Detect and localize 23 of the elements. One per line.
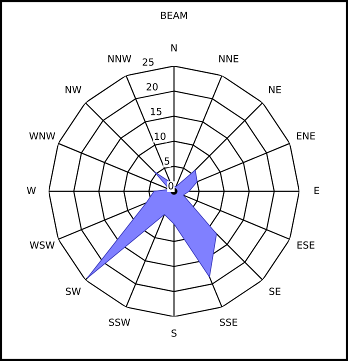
spoke-label: N (171, 44, 177, 52)
y-tick-label: 0 (168, 182, 174, 190)
spoke-label: S (172, 329, 177, 337)
spoke-label: NW (66, 86, 82, 94)
spoke-label: WSW (30, 241, 55, 249)
spoke-label: SE (269, 288, 280, 296)
y-tick-label: 25 (142, 58, 154, 66)
spoke-label: ESE (298, 241, 314, 249)
spoke-label: SSW (109, 318, 130, 326)
spoke-label: SSE (220, 318, 238, 326)
y-tick-label: 5 (164, 157, 170, 165)
spoke-label: W (26, 186, 36, 194)
y-tick-label: 10 (154, 132, 166, 140)
y-tick-label: 15 (150, 108, 162, 116)
spoke-label: NE (269, 86, 281, 94)
spoke-label: NNE (219, 55, 238, 62)
spoke-label: SW (66, 288, 81, 296)
spoke-label: NNW (108, 55, 132, 62)
y-tick-label: 20 (146, 83, 158, 90)
spoke-label: WNW (29, 132, 56, 140)
spoke-label: E (314, 186, 320, 194)
spoke-label: ENE (296, 132, 315, 140)
chart-title: BEAM (161, 12, 187, 19)
